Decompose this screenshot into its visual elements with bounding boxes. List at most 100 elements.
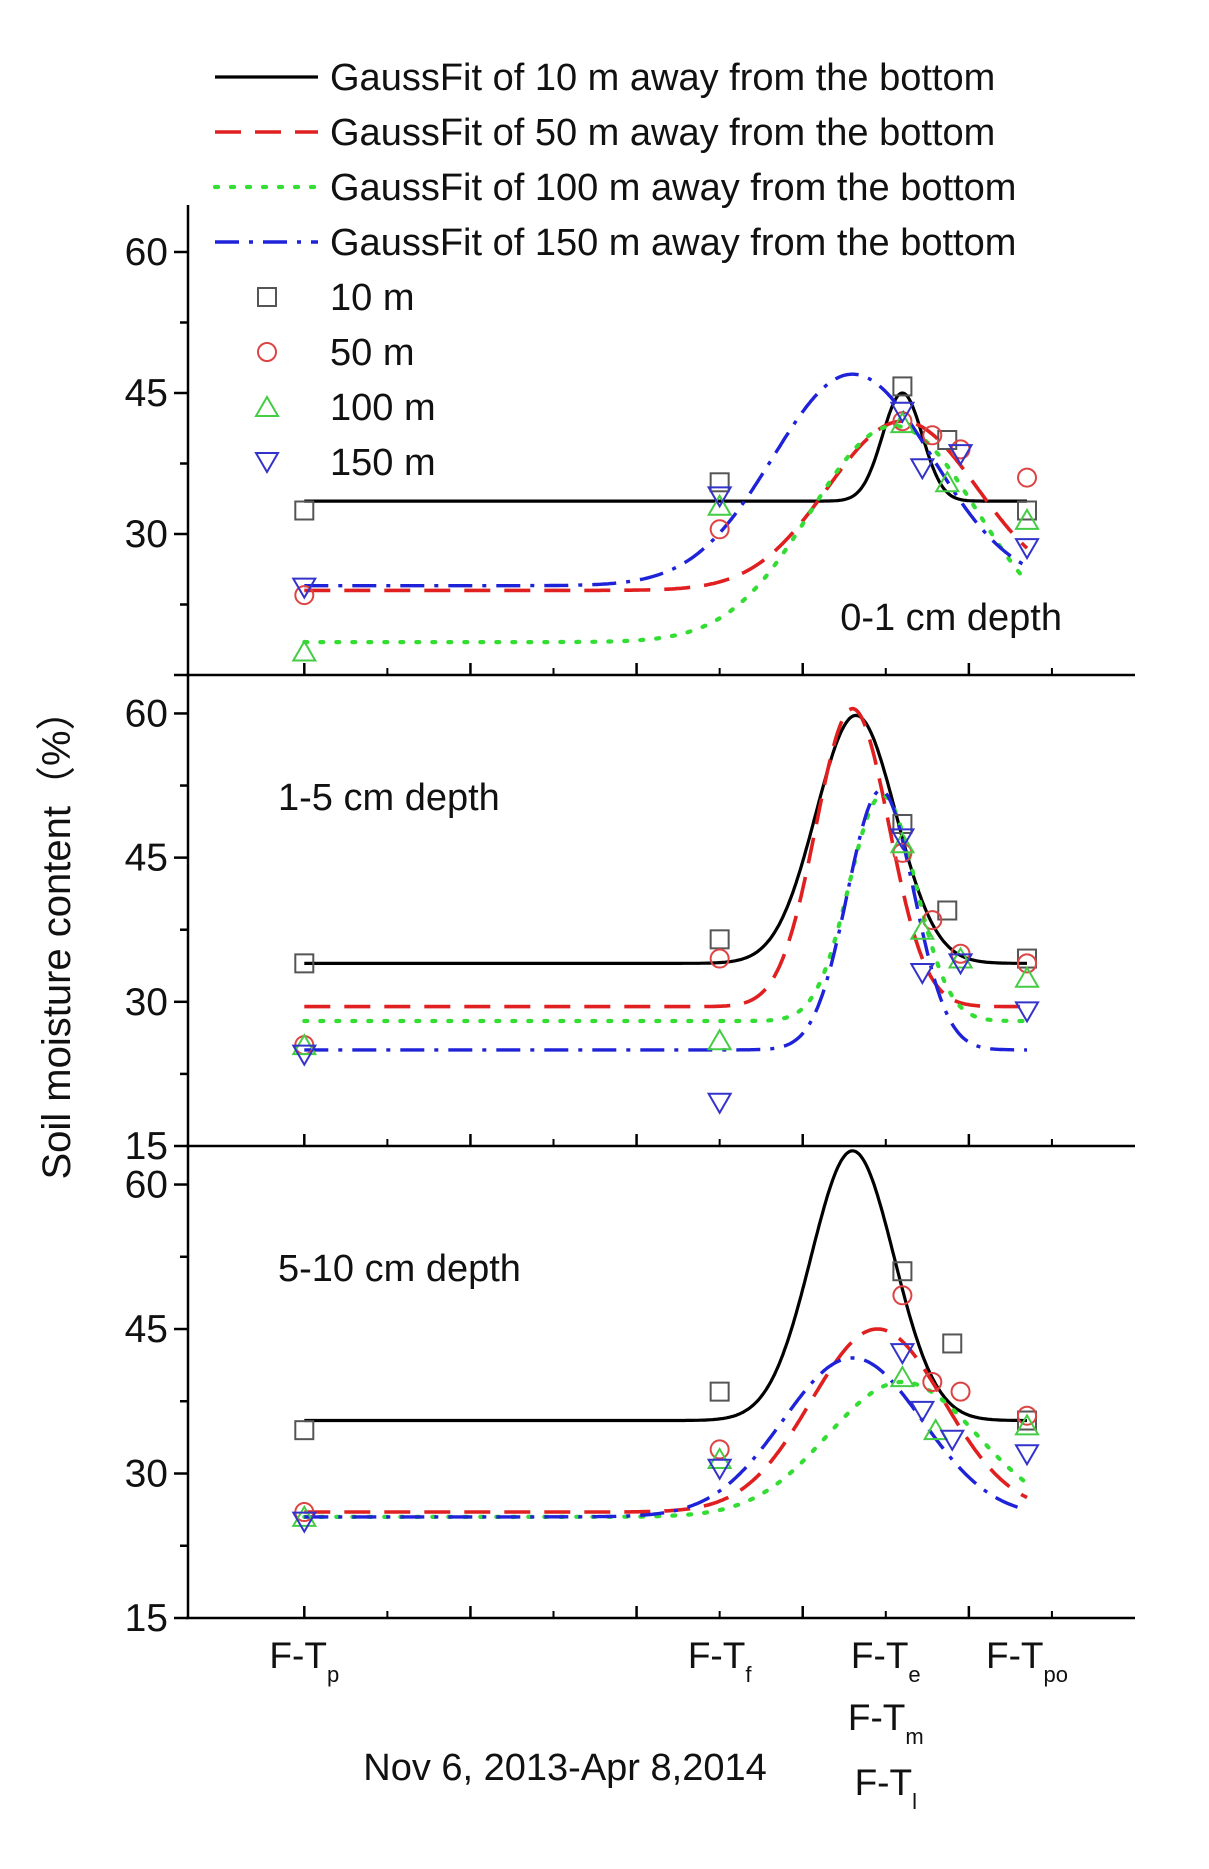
legend-marker-label: 150 m	[330, 442, 436, 484]
data-point-10m	[892, 376, 913, 397]
data-point-150m	[706, 1092, 733, 1115]
data-point-150m	[909, 1400, 936, 1423]
x-category-label: F-Tm	[848, 1697, 924, 1749]
x-category-label: F-Tpo	[986, 1635, 1068, 1687]
data-point-10m	[937, 430, 958, 450]
y-tick-label: 30	[125, 513, 168, 556]
data-point-150m	[1014, 1001, 1040, 1024]
data-point-150m	[1014, 538, 1040, 561]
panel-bottom: 15 30 45 60 5-10 cm depth	[125, 1146, 1135, 1640]
data-point-10m	[892, 1261, 913, 1282]
panel-depth-label: 5-10 cm depth	[278, 1248, 521, 1290]
data-point-10m	[937, 900, 958, 921]
legend-line-label: GaussFit of 100 m away from the bottom	[330, 167, 1016, 209]
data-point-150m	[947, 953, 974, 976]
data-point-100m	[706, 1028, 733, 1051]
y-axis-label: Soil moisture content（%）	[35, 690, 79, 1179]
data-point-50m	[922, 425, 943, 446]
data-point-150m	[1014, 1444, 1040, 1467]
y-tick-label: 15	[125, 1125, 168, 1168]
data-point-150m	[947, 444, 974, 467]
fit-curve-50m	[304, 419, 1029, 593]
data-point-150m	[889, 1343, 916, 1366]
data-point-10m	[709, 929, 730, 950]
data-point-150m	[909, 962, 936, 985]
data-point-50m	[709, 1439, 730, 1460]
data-point-100m	[922, 1418, 949, 1441]
legend-marker-triangle-up	[254, 395, 280, 417]
data-point-100m	[1014, 1413, 1040, 1436]
y-tick-label: 45	[125, 837, 168, 880]
x-category-label: F-Te	[851, 1635, 921, 1687]
x-category-label: F-Tl	[855, 1762, 917, 1814]
panel-depth-label: 0-1 cm depth	[840, 597, 1062, 639]
data-point-10m	[709, 472, 730, 493]
data-point-100m	[706, 1447, 733, 1470]
data-point-10m	[709, 1381, 730, 1402]
y-tick-label: 30	[125, 1453, 168, 1496]
x-category-subscript: e	[908, 1662, 920, 1687]
y-tick-label: 15	[125, 1597, 168, 1640]
y-tick-label: 60	[125, 692, 168, 735]
data-point-50m	[1017, 1405, 1038, 1426]
data-point-150m	[909, 458, 936, 481]
data-point-100m	[291, 1033, 318, 1056]
x-category-subscript: po	[1044, 1662, 1068, 1687]
data-point-100m	[909, 917, 936, 940]
x-category-label: F-Tp	[269, 1635, 339, 1687]
fit-curve-50m	[304, 706, 1027, 1009]
data-point-50m	[709, 948, 730, 969]
data-point-10m	[294, 500, 315, 521]
data-point-10m	[294, 953, 315, 974]
panel-top: 30 45 60 0-1 cm depth	[125, 205, 1135, 677]
y-tick-label: 60	[125, 1164, 168, 1207]
fit-curve-150m	[304, 788, 1027, 1052]
y-tick-label: 45	[125, 1308, 168, 1351]
x-category-subscript: l	[912, 1789, 917, 1814]
data-point-150m	[291, 1044, 318, 1067]
data-point-150m	[706, 486, 733, 509]
data-point-150m	[706, 1458, 733, 1481]
data-point-100m	[1014, 507, 1040, 530]
data-point-100m	[291, 639, 318, 662]
data-point-150m	[889, 828, 916, 851]
legend-marker-label: 100 m	[330, 387, 436, 429]
data-point-10m	[1017, 500, 1038, 521]
y-tick-label: 45	[125, 372, 168, 415]
x-category-subscript: f	[745, 1662, 752, 1687]
x-category-subscript: p	[327, 1662, 339, 1687]
y-tick-label: 30	[125, 981, 168, 1024]
data-point-50m	[294, 585, 315, 606]
data-point-150m	[939, 1429, 965, 1452]
x-category-subscript: m	[905, 1724, 923, 1749]
data-point-10m	[294, 1420, 315, 1441]
x-axis-title: Nov 6, 2013-Apr 8,2014	[363, 1747, 767, 1789]
data-point-100m	[1014, 965, 1040, 988]
data-point-100m	[889, 831, 916, 854]
data-point-150m	[291, 577, 318, 600]
data-point-50m	[1017, 953, 1038, 974]
chart-panels: 30 45 60 0-1 cm depth 15 30 45 60 1-5 cm depth 15…	[125, 205, 1135, 1640]
data-point-100m	[291, 1504, 318, 1527]
legend-line-label: GaussFit of 10 m away from the bottom	[330, 57, 995, 99]
data-point-150m	[291, 1511, 318, 1534]
panel-depth-label: 1-5 cm depth	[278, 777, 500, 819]
legend: GaussFit of 10 m away from the bottom Gau…	[212, 57, 1016, 484]
data-point-100m	[934, 470, 960, 493]
legend-line-label: GaussFit of 50 m away from the bottom	[330, 112, 995, 154]
data-point-100m	[889, 411, 916, 434]
legend-marker-square	[257, 287, 277, 307]
data-point-50m	[950, 1381, 971, 1402]
fit-curve-10m	[304, 1149, 1027, 1423]
legend-marker-circle	[257, 342, 277, 362]
data-point-10m	[942, 1333, 963, 1354]
x-category-label: F-Tf	[688, 1635, 753, 1687]
data-point-150m	[889, 401, 916, 424]
legend-line-label: GaussFit of 150 m away from the bottom	[330, 222, 1016, 264]
legend-marker-label: 50 m	[330, 332, 414, 374]
data-point-50m	[892, 1285, 913, 1306]
data-point-100m	[706, 493, 733, 516]
legend-marker-label: 10 m	[330, 277, 414, 319]
